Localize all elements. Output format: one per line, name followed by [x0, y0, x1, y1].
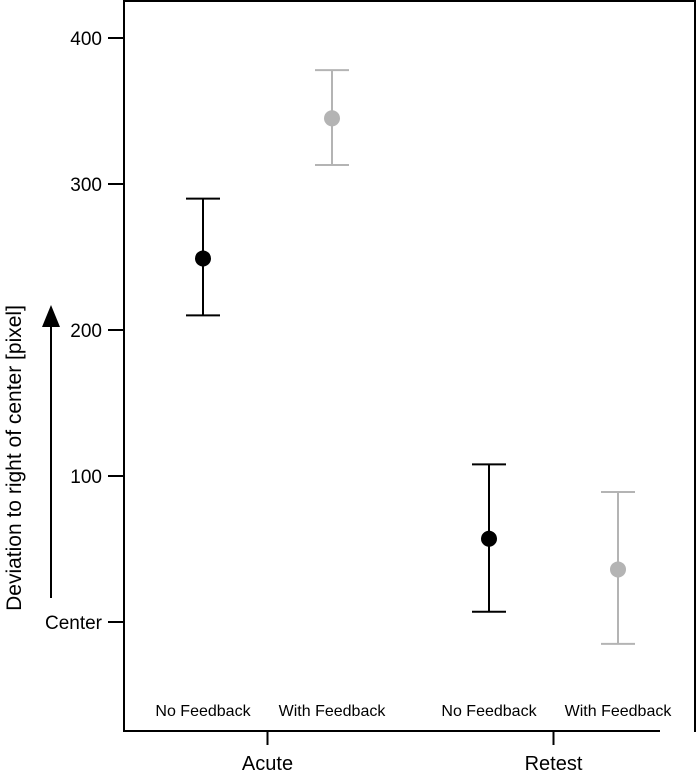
condition-label: No Feedback — [441, 703, 537, 720]
x-tick-label: Acute — [242, 753, 293, 775]
y-tick-label: Center — [45, 613, 103, 634]
y-tick-label: 100 — [70, 467, 102, 488]
condition-label: No Feedback — [155, 703, 251, 720]
group-labels: Acute Retest — [242, 731, 583, 775]
y-tick-label: 300 — [70, 175, 102, 196]
data-points — [186, 69, 635, 645]
condition-labels: No Feedback With Feedback No Feedback With … — [155, 703, 672, 720]
y-axis-title: Deviation to right of center [pixel] — [3, 305, 26, 611]
y-tick-label: 200 — [70, 321, 102, 342]
data-point — [324, 110, 340, 127]
data-point — [610, 561, 626, 578]
data-point — [481, 530, 497, 547]
y-tick-label: 400 — [70, 29, 102, 50]
condition-label: With Feedback — [565, 703, 673, 720]
y-axis-ticks: Center 100 200 300 400 — [45, 29, 124, 634]
x-tick-label: Retest — [525, 753, 583, 775]
condition-label: With Feedback — [279, 703, 387, 720]
data-point — [195, 250, 211, 267]
y-arrow-head — [42, 305, 60, 327]
